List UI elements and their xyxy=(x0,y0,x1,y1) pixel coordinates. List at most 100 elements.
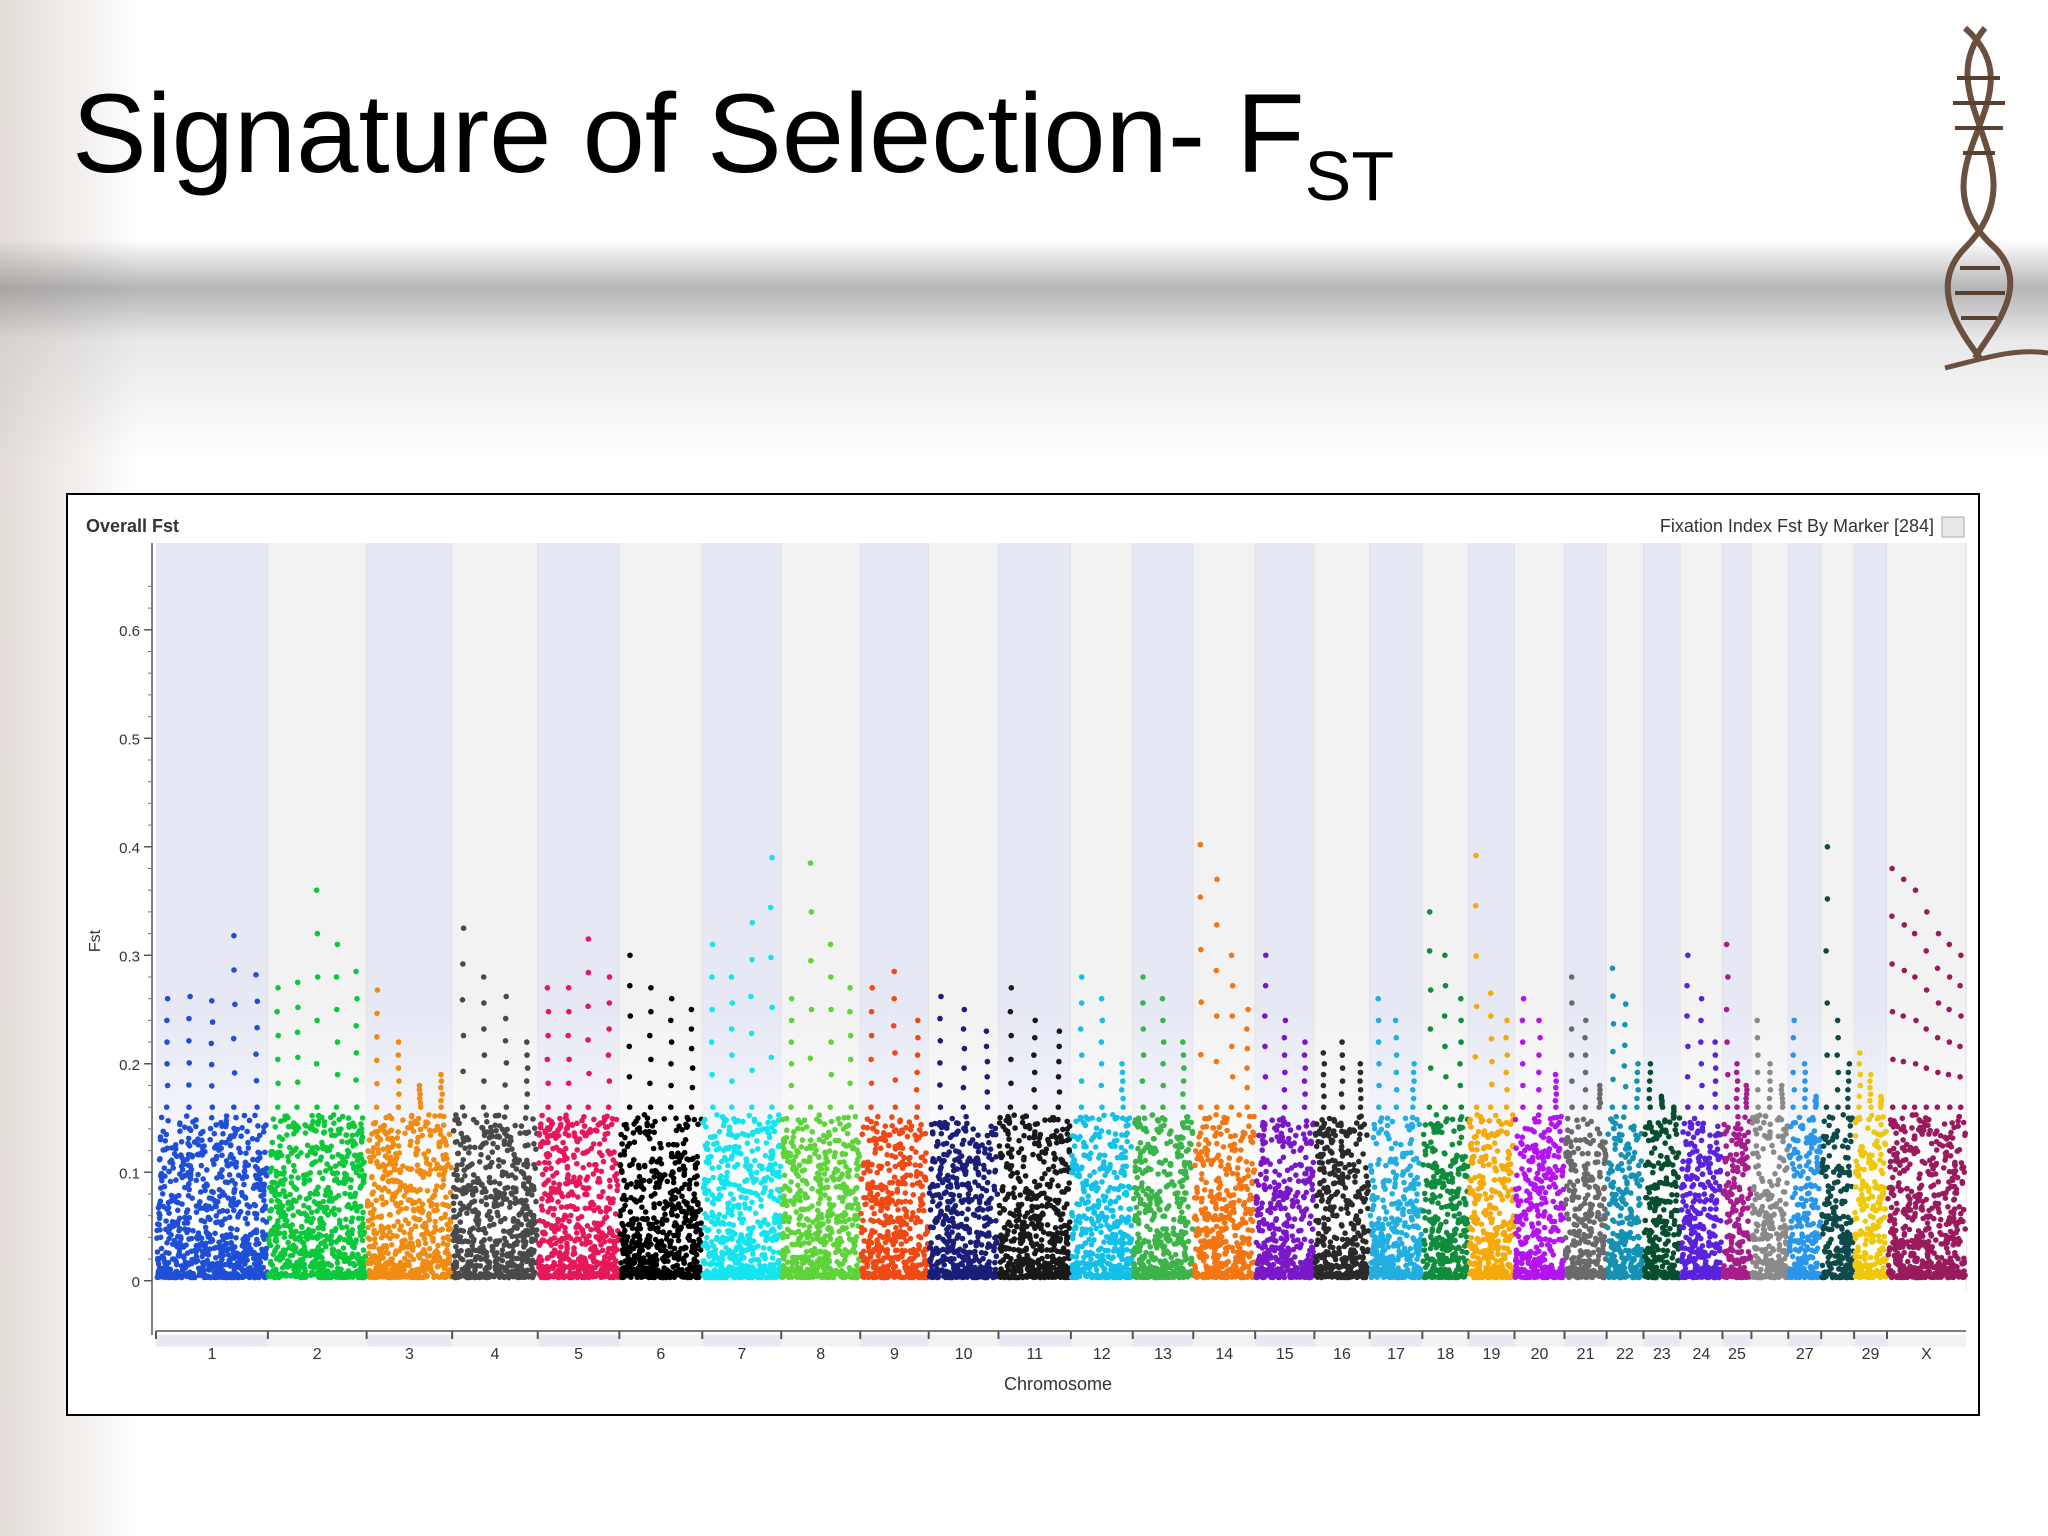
data-point xyxy=(222,1179,229,1185)
data-point xyxy=(514,1225,520,1231)
data-point-peak xyxy=(480,974,487,980)
data-point xyxy=(176,1215,183,1222)
data-point-peak xyxy=(333,974,340,980)
x-tick-label: 25 xyxy=(1728,1346,1746,1363)
data-point xyxy=(261,1181,268,1188)
data-point xyxy=(601,1114,608,1121)
data-point xyxy=(252,1202,259,1209)
data-point xyxy=(608,1199,615,1205)
data-point xyxy=(600,1158,607,1165)
data-point-peak xyxy=(231,967,237,973)
data-point xyxy=(777,1163,784,1170)
data-point xyxy=(566,1218,572,1224)
data-point xyxy=(405,1243,411,1250)
data-point xyxy=(289,1231,295,1238)
data-point xyxy=(227,1136,233,1142)
data-point xyxy=(160,1128,166,1135)
data-point xyxy=(179,1201,185,1207)
data-point xyxy=(223,1113,230,1119)
data-point xyxy=(571,1154,577,1160)
data-point-peak xyxy=(709,941,716,948)
data-point xyxy=(803,1145,810,1152)
data-point xyxy=(443,1142,450,1148)
data-point xyxy=(242,1159,249,1166)
data-point xyxy=(548,1132,555,1139)
data-point xyxy=(429,1259,435,1265)
data-point xyxy=(522,1115,529,1121)
data-point xyxy=(503,1196,510,1202)
data-point xyxy=(342,1159,349,1165)
data-point-peak xyxy=(354,1104,360,1110)
data-point xyxy=(361,1172,368,1179)
data-point xyxy=(219,1152,225,1159)
data-point xyxy=(493,1191,500,1198)
data-point xyxy=(226,1214,233,1221)
data-point xyxy=(645,1251,651,1258)
data-point xyxy=(560,1274,567,1280)
data-point xyxy=(217,1266,223,1273)
data-point xyxy=(489,1133,496,1140)
data-point xyxy=(391,1165,398,1172)
data-point-peak xyxy=(648,985,654,991)
data-point xyxy=(489,1128,495,1135)
data-point-peak xyxy=(294,979,301,986)
data-point xyxy=(176,1250,183,1256)
data-point xyxy=(285,1239,291,1246)
data-point xyxy=(518,1123,525,1129)
data-point-peak xyxy=(688,1006,695,1013)
data-point xyxy=(517,1250,523,1257)
data-point xyxy=(300,1240,307,1247)
data-point xyxy=(336,1217,343,1224)
data-point xyxy=(673,1115,679,1122)
data-point xyxy=(659,1219,665,1225)
data-point xyxy=(452,1139,459,1145)
dna-helix-icon xyxy=(1944,25,2048,371)
data-point xyxy=(339,1224,345,1231)
data-point xyxy=(186,1236,192,1242)
data-point xyxy=(536,1271,543,1278)
data-point xyxy=(600,1189,606,1195)
data-point xyxy=(400,1117,406,1123)
data-point xyxy=(166,1168,172,1175)
data-point xyxy=(203,1181,210,1187)
data-point xyxy=(540,1171,546,1178)
data-point xyxy=(661,1116,667,1122)
data-point xyxy=(279,1265,286,1271)
data-point xyxy=(593,1162,599,1168)
data-point xyxy=(477,1273,483,1279)
data-point xyxy=(281,1230,288,1236)
data-point xyxy=(202,1187,208,1194)
data-point xyxy=(324,1205,330,1212)
data-point xyxy=(669,1188,676,1195)
data-point xyxy=(550,1212,557,1218)
data-point xyxy=(441,1168,448,1175)
data-point xyxy=(340,1245,347,1251)
data-point xyxy=(432,1218,439,1225)
data-point xyxy=(651,1129,657,1136)
data-point-peak xyxy=(668,995,675,1002)
data-point xyxy=(545,1254,551,1261)
data-point xyxy=(318,1215,324,1222)
data-point xyxy=(272,1124,278,1130)
data-point xyxy=(378,1194,385,1200)
data-point-peak xyxy=(627,1013,634,1019)
x-tick-label: 18 xyxy=(1436,1346,1454,1363)
data-point xyxy=(451,1214,457,1220)
data-point xyxy=(155,1256,162,1263)
data-point xyxy=(294,1153,301,1159)
data-point xyxy=(737,1210,743,1217)
data-point-peak xyxy=(545,1104,551,1110)
data-point xyxy=(377,1163,384,1170)
data-point xyxy=(315,1121,321,1127)
x-tick-label: 27 xyxy=(1796,1346,1814,1363)
data-point xyxy=(577,1174,583,1181)
data-point xyxy=(407,1142,414,1148)
data-point xyxy=(837,1121,843,1127)
data-point xyxy=(498,1201,505,1207)
data-point xyxy=(337,1234,343,1241)
data-point xyxy=(166,1229,172,1236)
data-point xyxy=(706,1160,712,1166)
data-point xyxy=(198,1130,204,1137)
data-point xyxy=(668,1150,675,1157)
data-point xyxy=(374,1158,380,1165)
